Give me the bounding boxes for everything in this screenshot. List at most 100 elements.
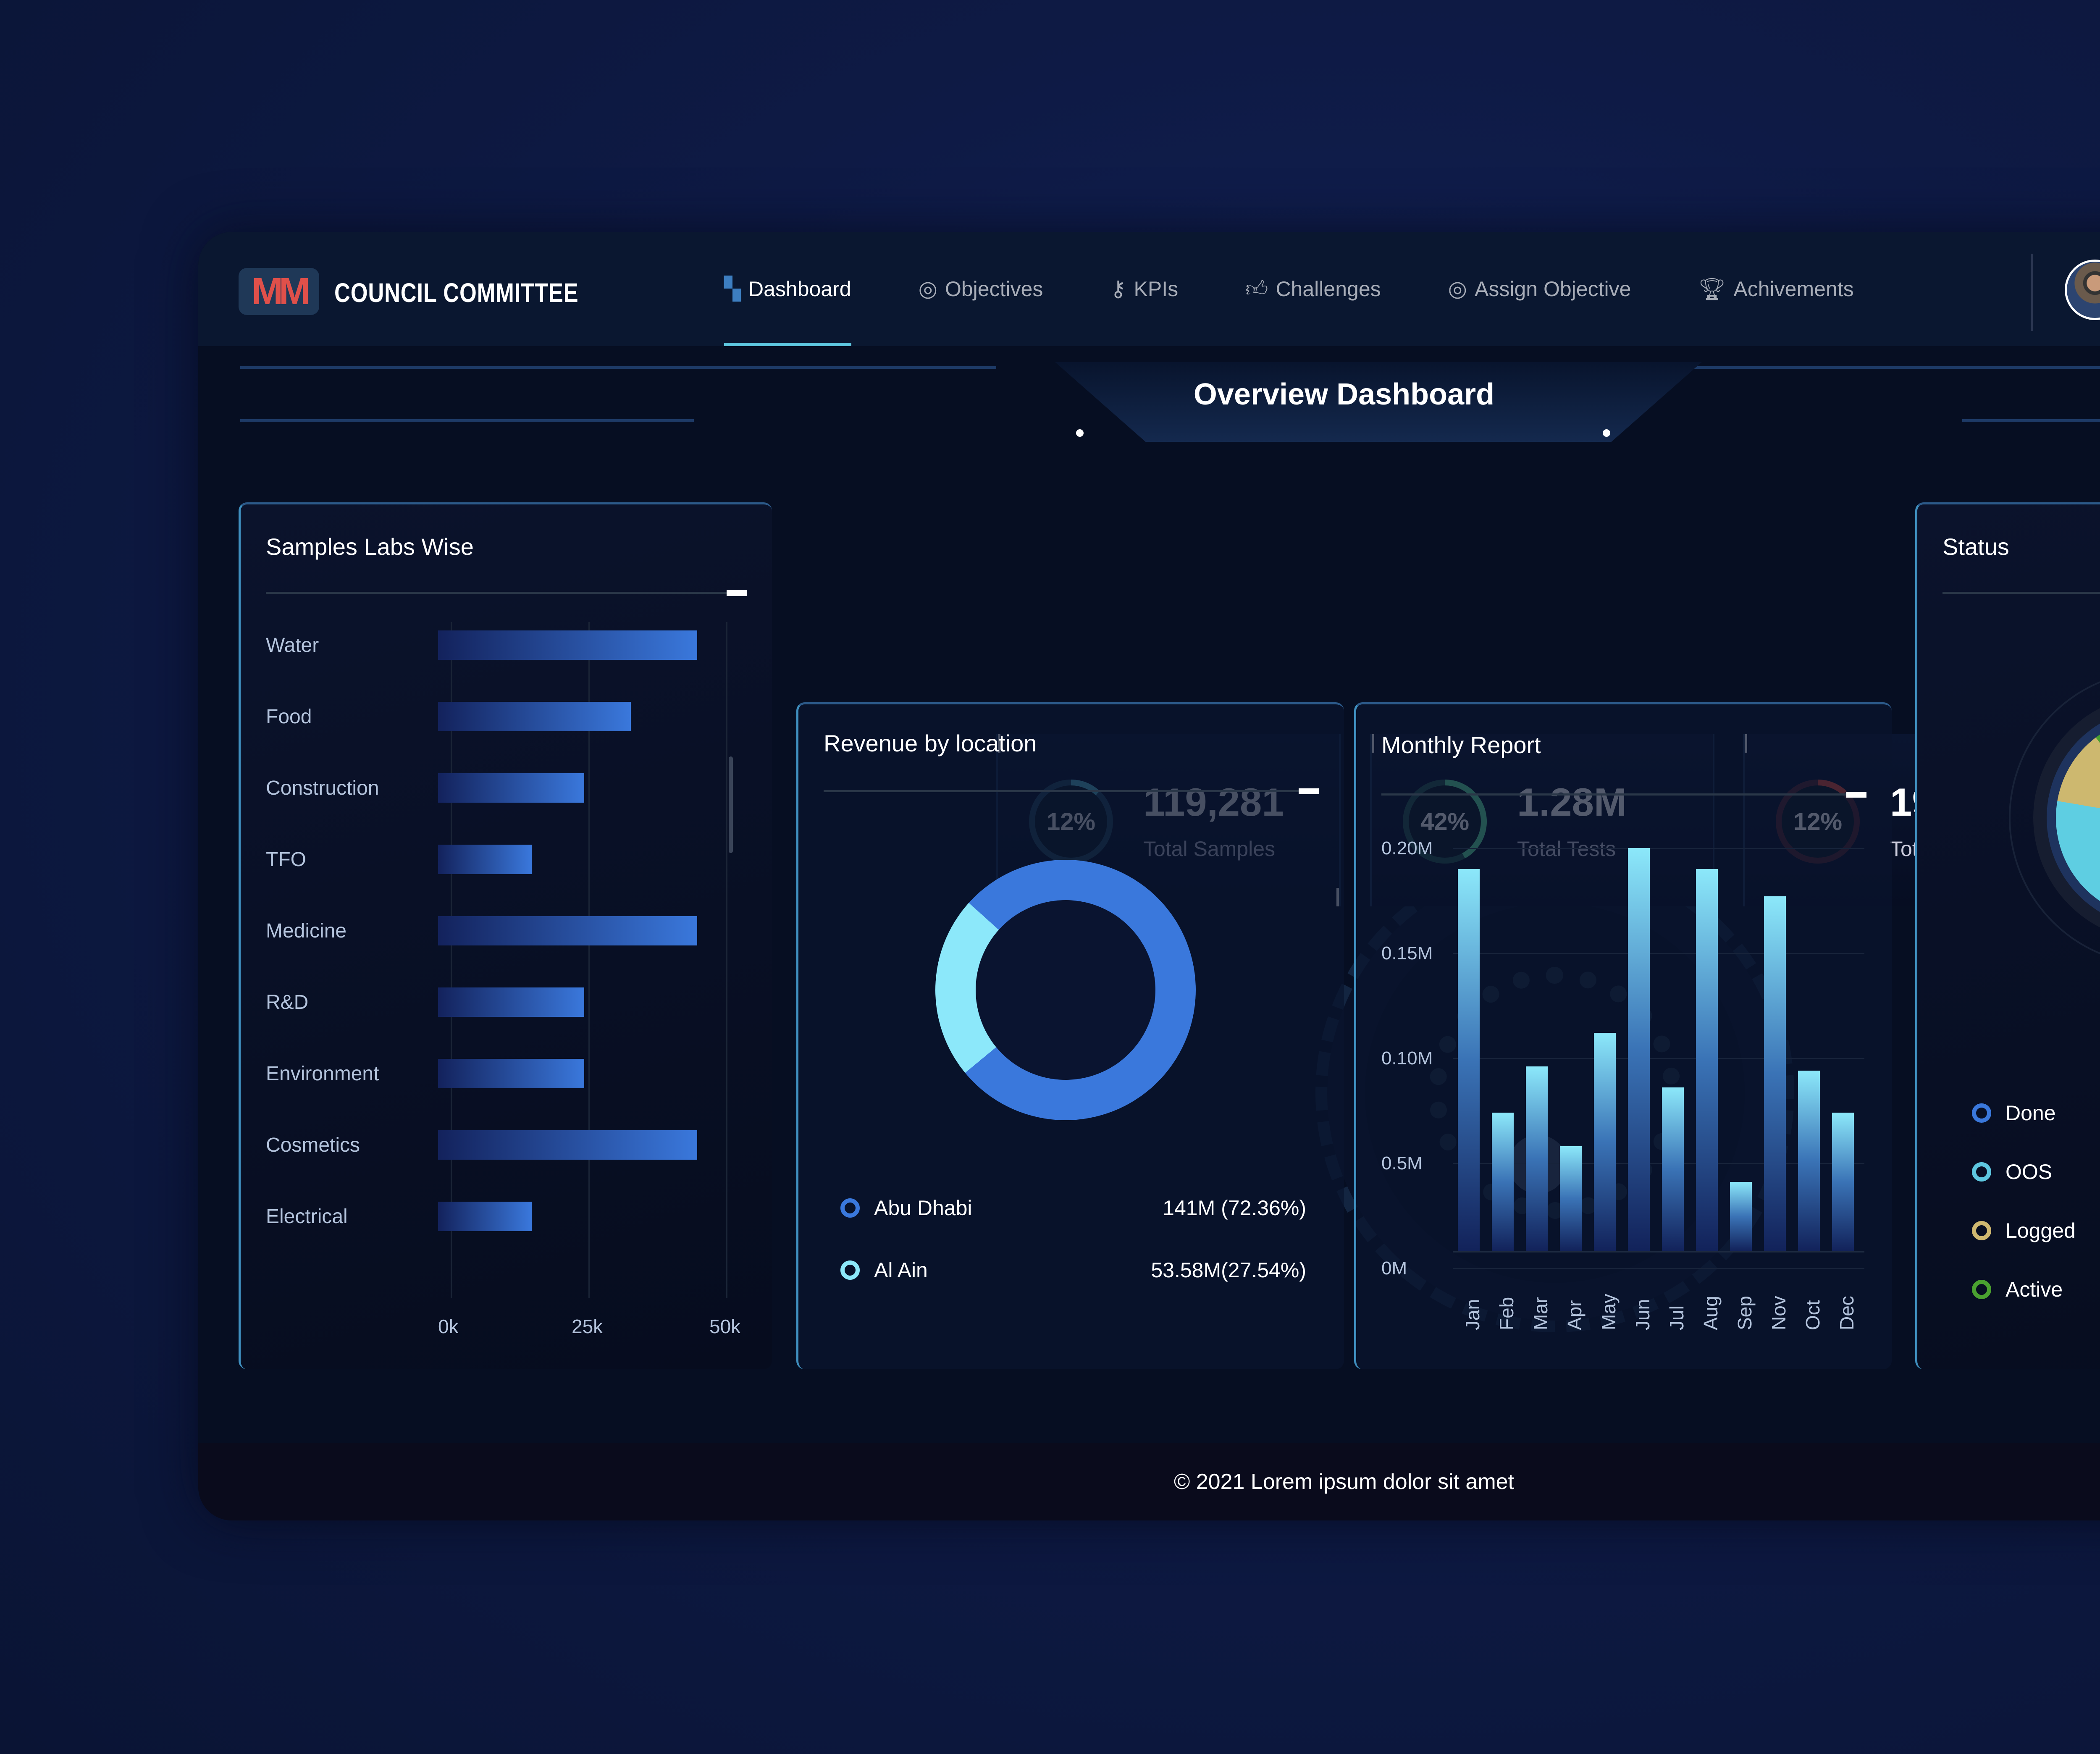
bar[interactable] bbox=[1492, 1113, 1514, 1251]
grid-line bbox=[1453, 953, 1864, 954]
avatar[interactable] bbox=[2065, 260, 2100, 320]
scrollbar[interactable] bbox=[729, 756, 733, 853]
main-nav: ▚ Dashboard ◎ Objectives ⚷ KPIs 👍︎ Challenges ◎ A… bbox=[724, 232, 1921, 346]
nav-item-assign-objective[interactable]: ◎ Assign Objective bbox=[1448, 232, 1631, 346]
nav-item-dashboard[interactable]: ▚ Dashboard bbox=[724, 232, 851, 346]
y-tick: 0M bbox=[1381, 1258, 1407, 1279]
bar[interactable] bbox=[1594, 1033, 1616, 1251]
bar-row[interactable]: TFO bbox=[266, 845, 532, 874]
nav-label: Achivements bbox=[1733, 277, 1854, 301]
legend-item[interactable]: OOS38.08K (23%) bbox=[1972, 1160, 2100, 1184]
legend-value: 53.58M(27.54%) bbox=[1151, 1258, 1306, 1282]
y-tick: 0.5M bbox=[1381, 1153, 1423, 1174]
bar[interactable] bbox=[1730, 1182, 1752, 1251]
nav-item-challenges[interactable]: 👍︎ Challenges bbox=[1245, 232, 1381, 346]
revenue-card: Revenue by location Abu Dhabi 141M (72.36… bbox=[796, 702, 1344, 1369]
legend-name: Done bbox=[2006, 1101, 2056, 1125]
nav-item-achivements[interactable]: 🏆︎ Achivements bbox=[1698, 232, 1853, 346]
bar[interactable] bbox=[1662, 1087, 1684, 1251]
legend-item[interactable]: Abu Dhabi 141M (72.36%) bbox=[840, 1196, 1306, 1220]
legend-name: Al Ain bbox=[874, 1258, 928, 1282]
legend-ring-icon bbox=[840, 1198, 860, 1218]
thumbs-up-icon: 👍︎ bbox=[1245, 277, 1268, 301]
bar-label: Construction bbox=[266, 777, 379, 799]
bar[interactable] bbox=[1696, 869, 1718, 1251]
bar[interactable] bbox=[1628, 848, 1650, 1251]
minimize-icon[interactable] bbox=[727, 590, 747, 596]
minimize-icon[interactable] bbox=[1299, 788, 1319, 794]
bar[interactable] bbox=[438, 916, 697, 945]
bar-row[interactable]: Food bbox=[266, 702, 631, 731]
bar[interactable] bbox=[1832, 1113, 1854, 1251]
card-title: Status bbox=[1942, 533, 2009, 560]
x-tick: Jan bbox=[1462, 1299, 1483, 1330]
legend-name: Active bbox=[2006, 1278, 2063, 1301]
nav-divider bbox=[2031, 254, 2033, 331]
bar-row[interactable]: Medicine bbox=[266, 916, 697, 945]
x-tick: Jul bbox=[1666, 1305, 1688, 1330]
bar[interactable] bbox=[438, 702, 631, 731]
y-tick: 0.20M bbox=[1381, 838, 1433, 859]
x-tick: Oct bbox=[1802, 1300, 1824, 1330]
nav-item-objectives[interactable]: ◎ Objectives bbox=[919, 232, 1043, 346]
nav-label: Dashboard bbox=[748, 277, 851, 301]
header-deco-line bbox=[240, 419, 694, 422]
bar[interactable] bbox=[1560, 1146, 1582, 1251]
card-divider bbox=[266, 592, 734, 594]
bar-label: TFO bbox=[266, 848, 306, 871]
top-navbar: MM COUNCIL COMMITTEE ▚ Dashboard ◎ Objectiv… bbox=[198, 232, 2100, 346]
bar[interactable] bbox=[1458, 869, 1480, 1251]
legend-item[interactable]: Logged0.33K (16%) bbox=[1972, 1218, 2100, 1243]
bar[interactable] bbox=[1526, 1066, 1548, 1251]
grid-line bbox=[1453, 1058, 1864, 1059]
bar-row[interactable]: Construction bbox=[266, 773, 584, 803]
legend-item[interactable]: Done80.53K (61%) bbox=[1972, 1101, 2100, 1125]
nav-label: Challenges bbox=[1276, 277, 1381, 301]
y-tick: 0.10M bbox=[1381, 1048, 1433, 1069]
grid-line bbox=[588, 622, 590, 1298]
copyright-text: © 2021 Lorem ipsum dolor sit amet bbox=[1173, 1470, 1514, 1494]
bar[interactable] bbox=[438, 1130, 697, 1160]
bar-row[interactable]: Environment bbox=[266, 1059, 584, 1088]
x-tick: Nov bbox=[1768, 1296, 1790, 1330]
bar-label: Cosmetics bbox=[266, 1134, 360, 1156]
legend-item[interactable]: Active0.08K (10%) bbox=[1972, 1277, 2100, 1302]
legend-ring-icon bbox=[1972, 1221, 1991, 1240]
x-tick: 25k bbox=[572, 1316, 603, 1337]
header-deco-line bbox=[1668, 366, 2100, 369]
samples-labs-card: Samples Labs Wise Water Food Construction T… bbox=[239, 502, 772, 1369]
card-title: Monthly Report bbox=[1381, 732, 1541, 758]
bar[interactable] bbox=[438, 1059, 584, 1088]
card-title: Samples Labs Wise bbox=[266, 533, 474, 560]
legend-ring-icon bbox=[840, 1260, 860, 1280]
x-tick: May bbox=[1598, 1294, 1620, 1330]
bar[interactable] bbox=[438, 987, 584, 1017]
nav-label: Objectives bbox=[945, 277, 1043, 301]
legend-ring-icon bbox=[1972, 1103, 1991, 1123]
key-icon: ⚷ bbox=[1110, 277, 1126, 301]
bar-row[interactable]: Water bbox=[266, 630, 697, 660]
grid-line bbox=[1453, 1163, 1864, 1164]
legend-ring-icon bbox=[1972, 1280, 1991, 1299]
trophy-icon: 🏆︎ bbox=[1698, 277, 1726, 302]
bar-row[interactable]: R&D bbox=[266, 987, 584, 1017]
bar[interactable] bbox=[438, 630, 697, 660]
target-icon: ◎ bbox=[918, 277, 937, 301]
x-tick: Mar bbox=[1530, 1297, 1551, 1330]
bar[interactable] bbox=[438, 1202, 532, 1231]
nav-label: KPIs bbox=[1134, 277, 1179, 301]
nav-item-kpis[interactable]: ⚷ KPIs bbox=[1110, 232, 1178, 346]
legend-item[interactable]: Al Ain 53.58M(27.54%) bbox=[840, 1258, 1306, 1282]
minimize-icon[interactable] bbox=[1846, 792, 1866, 798]
target-assign-icon: ◎ bbox=[1448, 277, 1467, 301]
card-title: Revenue by location bbox=[824, 730, 1037, 756]
revenue-donut-chart[interactable] bbox=[887, 812, 1244, 1168]
title-banner bbox=[1055, 362, 1702, 442]
bar-row[interactable]: Electrical bbox=[266, 1202, 532, 1231]
bar[interactable] bbox=[1764, 896, 1786, 1251]
bar[interactable] bbox=[438, 773, 584, 803]
brand-logo[interactable]: MM bbox=[239, 268, 319, 315]
bar[interactable] bbox=[1798, 1071, 1820, 1251]
bar-row[interactable]: Cosmetics bbox=[266, 1130, 697, 1160]
bar[interactable] bbox=[438, 845, 532, 874]
